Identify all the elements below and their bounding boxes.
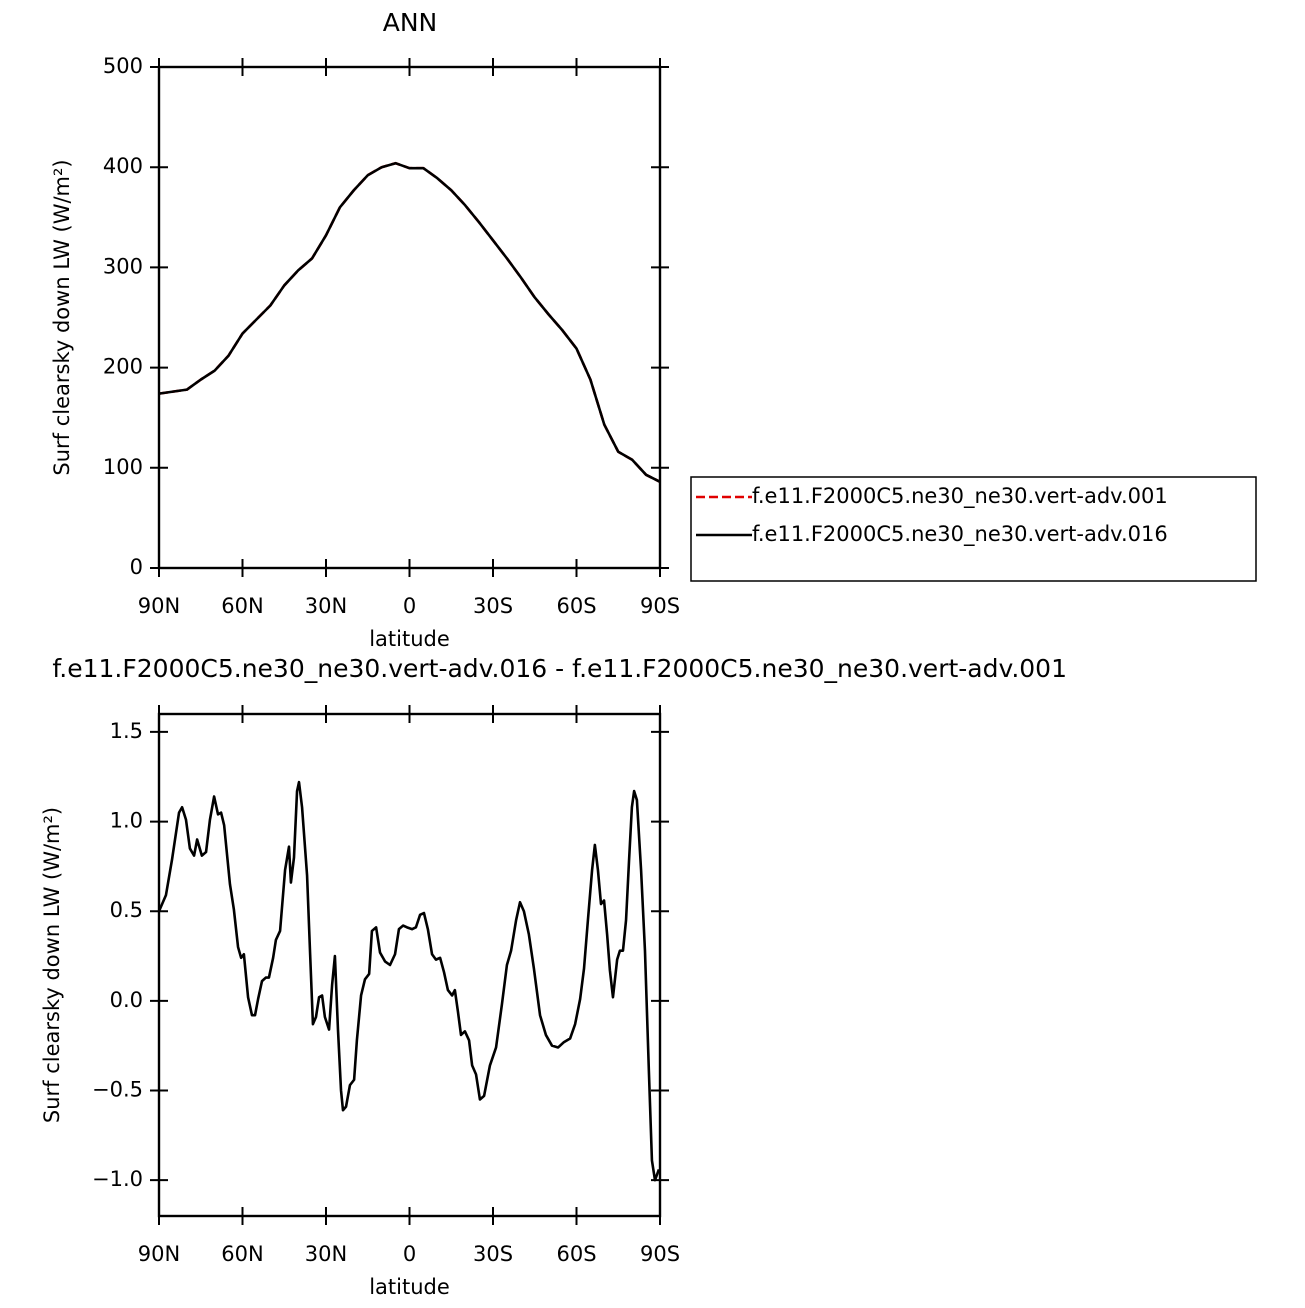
- x-tick-label: 60N: [221, 594, 263, 618]
- legend-box: [690, 476, 1257, 582]
- x-tick-label: 30N: [305, 594, 347, 618]
- y-tick-label: −0.5: [92, 1078, 143, 1102]
- y-tick-label: 1.0: [110, 809, 143, 833]
- x-axis-label: latitude: [369, 1275, 450, 1299]
- x-tick-label: 60N: [221, 1242, 263, 1266]
- legend-label: f.e11.F2000C5.ne30_ne30.vert-adv.016: [752, 522, 1168, 547]
- x-tick-label: 30S: [473, 1242, 513, 1266]
- y-axis-label: Surf clearsky down LW (W/m²): [50, 159, 74, 475]
- x-tick-label: 90N: [138, 1242, 180, 1266]
- plot-frame: [157, 712, 662, 1218]
- y-tick-label: 300: [103, 254, 143, 278]
- y-tick-label: 200: [103, 355, 143, 379]
- x-tick-label: 90S: [640, 1242, 680, 1266]
- chart-title: ANN: [383, 8, 438, 37]
- x-tick-label: 90S: [640, 594, 680, 618]
- chart-title: f.e11.F2000C5.ne30_ne30.vert-adv.016 - f…: [52, 654, 1067, 683]
- y-tick-label: 0.5: [110, 898, 143, 922]
- series-line: [157, 780, 661, 1182]
- legend-label: f.e11.F2000C5.ne30_ne30.vert-adv.001: [752, 484, 1168, 509]
- x-axis-label: latitude: [369, 627, 450, 651]
- y-tick-label: 400: [103, 154, 143, 178]
- y-tick-label: 500: [103, 54, 143, 78]
- y-axis-label: Surf clearsky down LW (W/m²): [40, 807, 64, 1123]
- y-tick-label: 1.5: [110, 719, 143, 743]
- x-tick-label: 60S: [556, 1242, 596, 1266]
- x-tick-label: 30N: [305, 1242, 347, 1266]
- y-tick-label: 0: [130, 555, 143, 579]
- x-tick-label: 0: [403, 1242, 416, 1266]
- x-tick-label: 60S: [556, 594, 596, 618]
- y-tick-label: 0.0: [110, 988, 143, 1012]
- series-line: [158, 161, 661, 483]
- y-tick-label: −1.0: [92, 1167, 143, 1191]
- x-tick-label: 30S: [473, 594, 513, 618]
- y-tick-label: 100: [103, 455, 143, 479]
- plot-frame: [157, 65, 662, 570]
- series-line: [158, 161, 661, 483]
- x-tick-label: 90N: [138, 594, 180, 618]
- x-tick-label: 0: [403, 594, 416, 618]
